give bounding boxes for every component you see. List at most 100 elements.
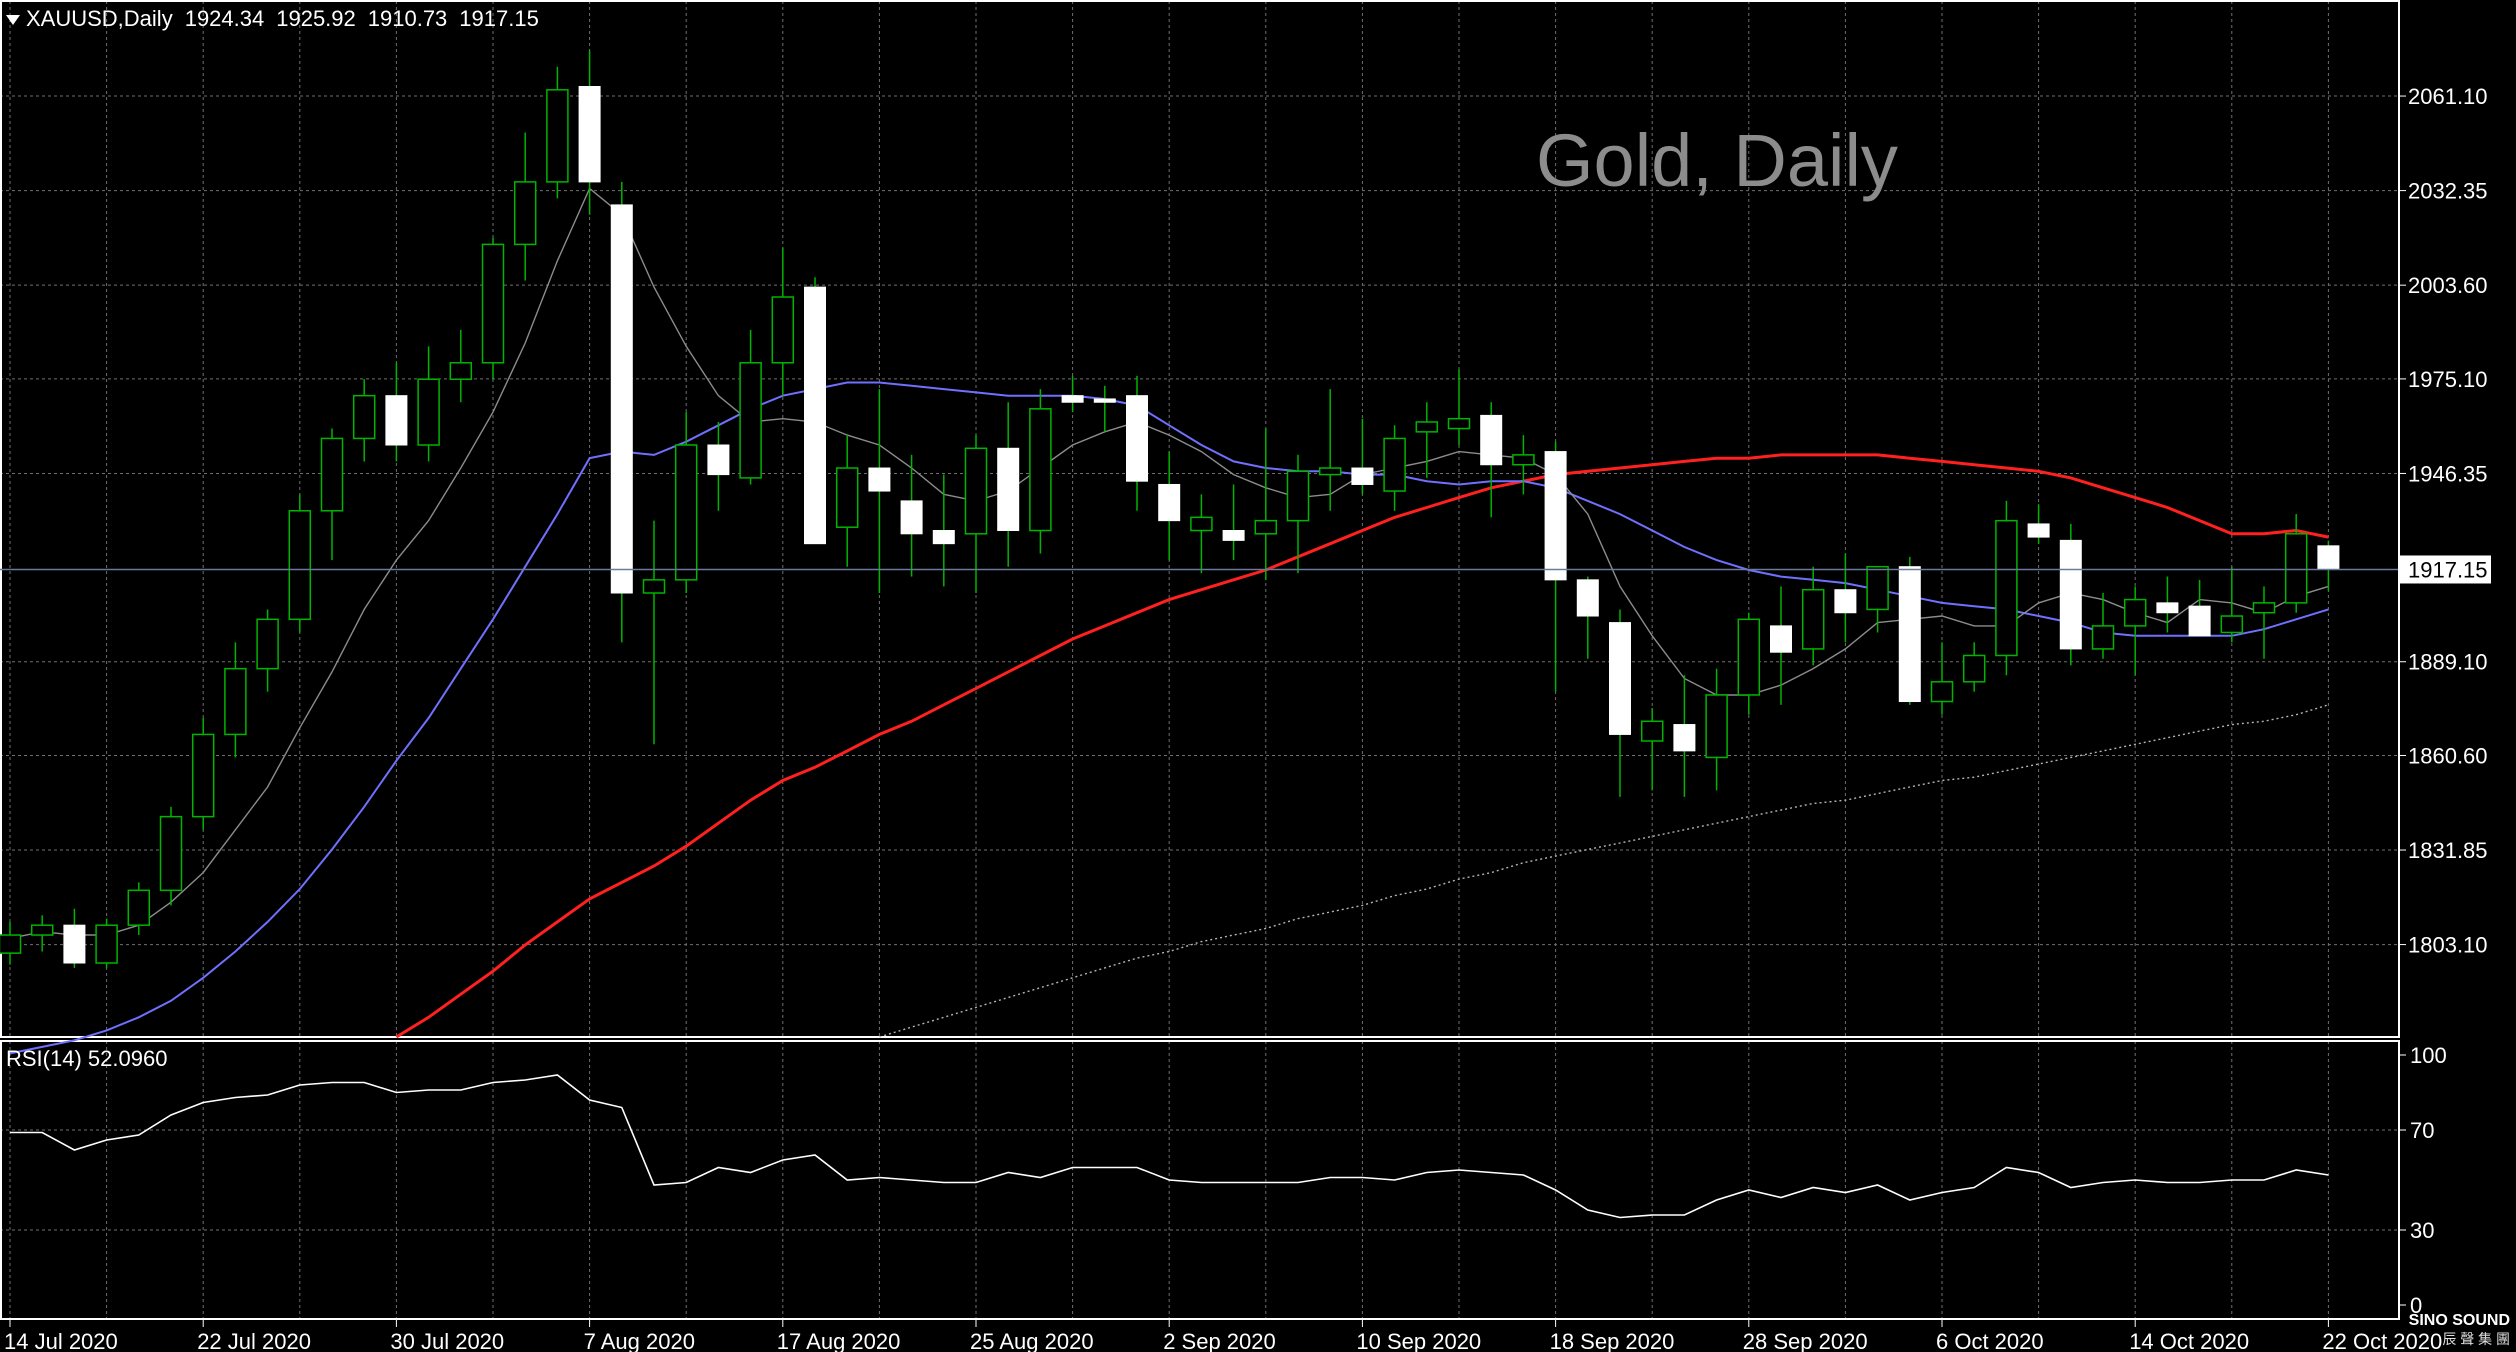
candle-body-bull	[95, 924, 118, 964]
candle	[835, 435, 859, 567]
candle	[1576, 576, 1599, 659]
ma-slow-series	[395, 453, 2329, 1039]
candle-body-bear	[932, 530, 955, 545]
candle-body-bear	[1126, 395, 1148, 482]
candle-body-bull	[1640, 720, 1664, 742]
candle	[674, 412, 698, 593]
time-tick-label: 22 Jul 2020	[197, 1329, 311, 1352]
candle	[1093, 385, 1116, 432]
candle-body-bear	[578, 86, 601, 183]
candle	[63, 908, 86, 968]
ma-long-series	[879, 704, 2329, 1038]
candle	[2091, 593, 2115, 659]
price-tick-label: 1946.35	[2408, 461, 2488, 486]
current-price-marker	[2399, 555, 2491, 584]
candle	[513, 132, 537, 281]
candle	[159, 806, 183, 906]
candle	[1222, 484, 1245, 561]
candle	[1383, 425, 1406, 511]
time-tick-label: 28 Sep 2020	[1743, 1329, 1868, 1352]
candle-body-bull	[1512, 454, 1535, 466]
candle	[2156, 576, 2179, 633]
candle-body-bull	[2252, 602, 2276, 614]
dropdown-triangle-icon[interactable]	[6, 15, 20, 26]
candle	[1286, 454, 1310, 574]
candle	[1415, 402, 1439, 478]
candle-body-bull	[771, 296, 795, 364]
rsi-tick-label: 100	[2410, 1043, 2447, 1068]
candle-body-bear	[707, 444, 730, 476]
rsi-tick-label: 70	[2410, 1118, 2434, 1143]
rsi-label: RSI(14) 52.0960	[6, 1046, 168, 1071]
candle-body-bear	[1898, 566, 1921, 703]
time-tick-label: 7 Aug 2020	[584, 1329, 695, 1352]
price-tick-label: 1917.15	[2408, 557, 2488, 582]
candle	[320, 428, 344, 561]
candle	[2220, 566, 2244, 643]
candle	[1190, 494, 1213, 574]
time-tick-label: 22 Oct 2020	[2322, 1329, 2442, 1352]
ma-fast-line	[9, 187, 2329, 939]
candle	[1640, 708, 1664, 791]
candle	[1480, 402, 1503, 518]
candle	[2284, 514, 2308, 613]
chart-header: XAUUSD,Daily 1924.34 1925.92 1910.73 1917.15	[6, 6, 551, 32]
candle-body-bull	[1029, 408, 1052, 532]
candle	[1673, 675, 1696, 797]
candle	[0, 921, 22, 965]
candle-body-bull	[1383, 437, 1406, 492]
ma-mid-line	[9, 381, 2329, 1055]
price-tick-label: 1860.60	[2408, 743, 2488, 768]
candle	[771, 247, 795, 396]
rsi-line	[10, 1074, 2329, 1219]
candle	[288, 494, 312, 633]
price-panel-border	[0, 0, 2400, 1038]
candle	[1351, 418, 1374, 495]
ohlc-open: 1924.34	[184, 6, 265, 31]
candle	[1158, 451, 1181, 561]
candle-body-bull	[352, 394, 376, 440]
candle	[2188, 579, 2211, 637]
candle-body-bull	[964, 447, 988, 535]
time-tick-label: 14 Jul 2020	[4, 1329, 118, 1352]
candle	[964, 435, 988, 593]
candle-body-bull	[2091, 625, 2115, 650]
candle-body-bull	[1930, 681, 1954, 703]
candle-body-bull	[449, 362, 473, 380]
time-tick-label: 25 Aug 2020	[970, 1329, 1094, 1352]
candle	[449, 329, 473, 403]
candle	[127, 882, 151, 936]
candle	[385, 362, 408, 462]
candle	[2317, 540, 2340, 591]
candle	[1995, 500, 2018, 676]
grid	[0, 1, 2398, 1319]
candle-body-bear	[1158, 483, 1181, 522]
candle-body-bull	[1286, 470, 1310, 522]
ma-long-line	[879, 704, 2329, 1038]
candle-body-bear	[2156, 602, 2179, 614]
candle	[1930, 642, 1954, 715]
time-tick-label: 30 Jul 2020	[390, 1329, 504, 1352]
candle	[191, 717, 215, 830]
candle	[900, 454, 923, 577]
candle-body-bear	[1061, 395, 1084, 403]
candle	[932, 474, 955, 587]
candle-body-bear	[2188, 605, 2211, 637]
candle-body-bear	[1834, 589, 1857, 614]
candle	[997, 402, 1020, 567]
candle-body-bull	[546, 89, 569, 183]
time-tick-label: 14 Oct 2020	[2129, 1329, 2249, 1352]
candle-body-bear	[385, 395, 408, 446]
chart-watermark: Gold, Daily	[1536, 119, 1898, 202]
candle-body-bear	[1480, 414, 1503, 466]
candle-body-bull	[1415, 421, 1439, 433]
candle	[352, 379, 376, 462]
candle-body-bear	[1576, 579, 1599, 617]
brand-subtitle: 辰 聲 集 團	[2442, 1331, 2510, 1347]
candle-body-bear	[1222, 530, 1245, 541]
rsi-axis: 100 70 30 0	[2398, 1043, 2447, 1318]
rsi-tick-label: 0	[2410, 1293, 2422, 1318]
candle-body-bear	[1609, 622, 1631, 735]
candle-body-bull	[127, 889, 151, 926]
